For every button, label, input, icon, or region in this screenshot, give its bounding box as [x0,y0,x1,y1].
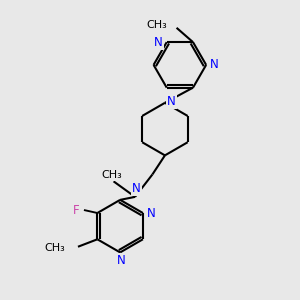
Text: CH₃: CH₃ [102,170,122,180]
Text: N: N [117,254,126,267]
Text: F: F [73,203,80,217]
Text: CH₃: CH₃ [146,20,167,30]
Text: N: N [147,206,156,220]
Text: N: N [167,95,176,108]
Text: CH₃: CH₃ [45,243,65,253]
Text: N: N [154,36,163,49]
Text: N: N [132,182,141,195]
Text: N: N [210,58,219,71]
